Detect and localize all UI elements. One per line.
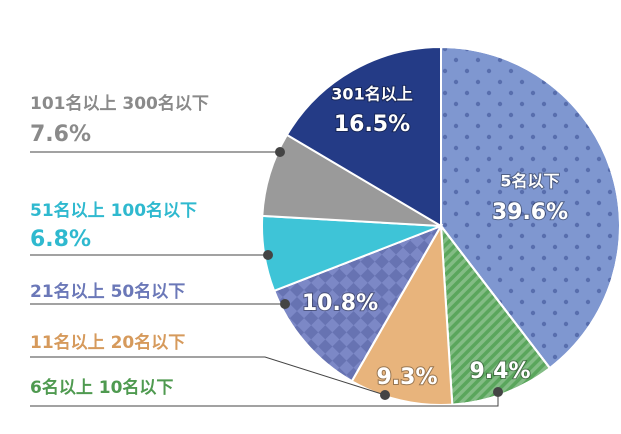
labels: 5名以下 39.6% 6名以上 10名以下 9.4% 11名以上 20名以下 9.3% 21… bbox=[30, 84, 569, 399]
slice bbox=[285, 45, 442, 228]
value-label: 16.5% bbox=[334, 112, 410, 137]
leader-dot bbox=[380, 390, 390, 400]
category-label: 5名以下 bbox=[500, 172, 559, 191]
category-label: 21名以上 50名以下 bbox=[30, 281, 185, 302]
value-label: 39.6% bbox=[492, 200, 568, 225]
slice-pattern bbox=[440, 45, 621, 370]
value-label: 10.8% bbox=[302, 291, 378, 316]
leader-dot bbox=[263, 250, 273, 260]
leader-lines bbox=[30, 147, 503, 407]
value-label: 9.4% bbox=[469, 359, 530, 384]
category-label: 301名以上 bbox=[331, 85, 412, 104]
slice-pattern bbox=[272, 224, 444, 383]
category-label: 11名以上 20名以下 bbox=[30, 332, 185, 353]
pie bbox=[261, 45, 621, 406]
category-label: 51名以上 100名以下 bbox=[30, 200, 197, 221]
value-label: 6.8% bbox=[30, 227, 91, 252]
category-label: 101名以上 300名以下 bbox=[30, 93, 209, 114]
leader-dot bbox=[280, 299, 290, 309]
leader-dot bbox=[275, 147, 285, 157]
leader-line bbox=[30, 356, 386, 396]
category-label: 6名以上 10名以下 bbox=[30, 377, 173, 398]
slice bbox=[350, 222, 454, 406]
value-label: 9.3% bbox=[376, 365, 437, 390]
leader-dot bbox=[493, 387, 503, 397]
slice-pattern bbox=[439, 222, 552, 406]
value-label: 7.6% bbox=[30, 122, 91, 147]
